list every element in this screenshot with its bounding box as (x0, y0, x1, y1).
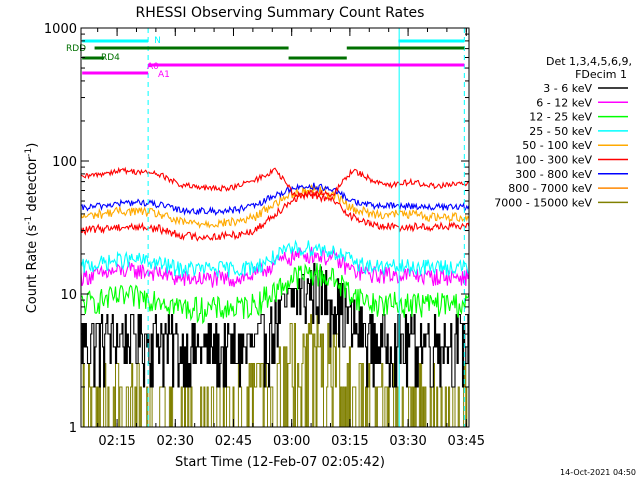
legend-label: 12 - 25 keV (529, 111, 592, 124)
x-tick-label: 02:15 (98, 434, 135, 449)
y-axis-label: Count Rate (s-1 detector-1) (24, 143, 40, 314)
series-layer (81, 166, 469, 427)
legend-label: 300 - 800 keV (515, 168, 592, 181)
state-label-a1: A1 (158, 70, 170, 80)
legend-label: 800 - 7000 keV (508, 182, 592, 195)
x-axis-label: Start Time (12-Feb-07 02:05:42) (175, 455, 385, 470)
y-axis-label-sup2: -1 (24, 148, 34, 157)
x-tick-label: 03:15 (331, 434, 368, 449)
vertical-markers (147, 28, 465, 427)
series-line-50-100-kev (81, 184, 469, 229)
legend-header-line1: Det 1,3,4,5,6,9, (546, 55, 632, 68)
legend-label: 6 - 12 keV (536, 96, 592, 109)
state-label-a0: A0 (147, 62, 159, 72)
series-line-3-6-kev (81, 262, 469, 388)
legend-label: 3 - 6 keV (543, 82, 592, 95)
x-tick-label: 03:00 (273, 434, 310, 449)
legend-label: 7000 - 15000 keV (494, 196, 592, 209)
y-tick-label: 1000 (44, 22, 77, 37)
series-line-7000-15000-kev (81, 314, 469, 427)
state-label-n: N (154, 36, 161, 46)
legend-header-line2: FDecim 1 (575, 68, 627, 81)
series-line-300-800-kev (81, 182, 469, 217)
x-tick-label: 03:30 (389, 434, 426, 449)
y-tick-label: 1 (69, 421, 77, 436)
y-tick-label: 100 (52, 155, 77, 170)
footer-timestamp: 14-Oct-2021 04:50 (560, 468, 636, 477)
series-line-12-25-kev (81, 263, 469, 325)
legend-label: 50 - 100 keV (522, 139, 592, 152)
x-tick-label: 02:30 (157, 434, 194, 449)
chart-title: RHESSI Observing Summary Count Rates (136, 5, 425, 21)
series-line-100-300-kev (81, 191, 469, 242)
y-axis-label-part2: detector (25, 156, 40, 216)
state-label-rd4: RD4 (101, 53, 120, 63)
legend-label: 100 - 300 keV (515, 154, 592, 167)
plot-frame (80, 27, 470, 428)
series-line-800-7000-kev (81, 166, 469, 200)
axes: 02:15 02:30 02:45 03:00 03:15 03:30 03:45 1 10 10… (44, 22, 485, 449)
y-tick-label: 10 (60, 288, 77, 303)
series-line-25-50-kev (81, 239, 469, 279)
y-axis-label-sup1: -1 (24, 216, 34, 225)
state-label-rdd: RDD (66, 44, 86, 54)
y-axis-label-part1: Count Rate (s (25, 225, 40, 314)
x-tick-label: 02:45 (215, 434, 252, 449)
y-axis-label-part3: ) (25, 143, 40, 148)
x-tick-label: 03:45 (448, 434, 485, 449)
legend-label: 25 - 50 keV (529, 125, 592, 138)
series-line-6-12-kev (81, 246, 469, 288)
